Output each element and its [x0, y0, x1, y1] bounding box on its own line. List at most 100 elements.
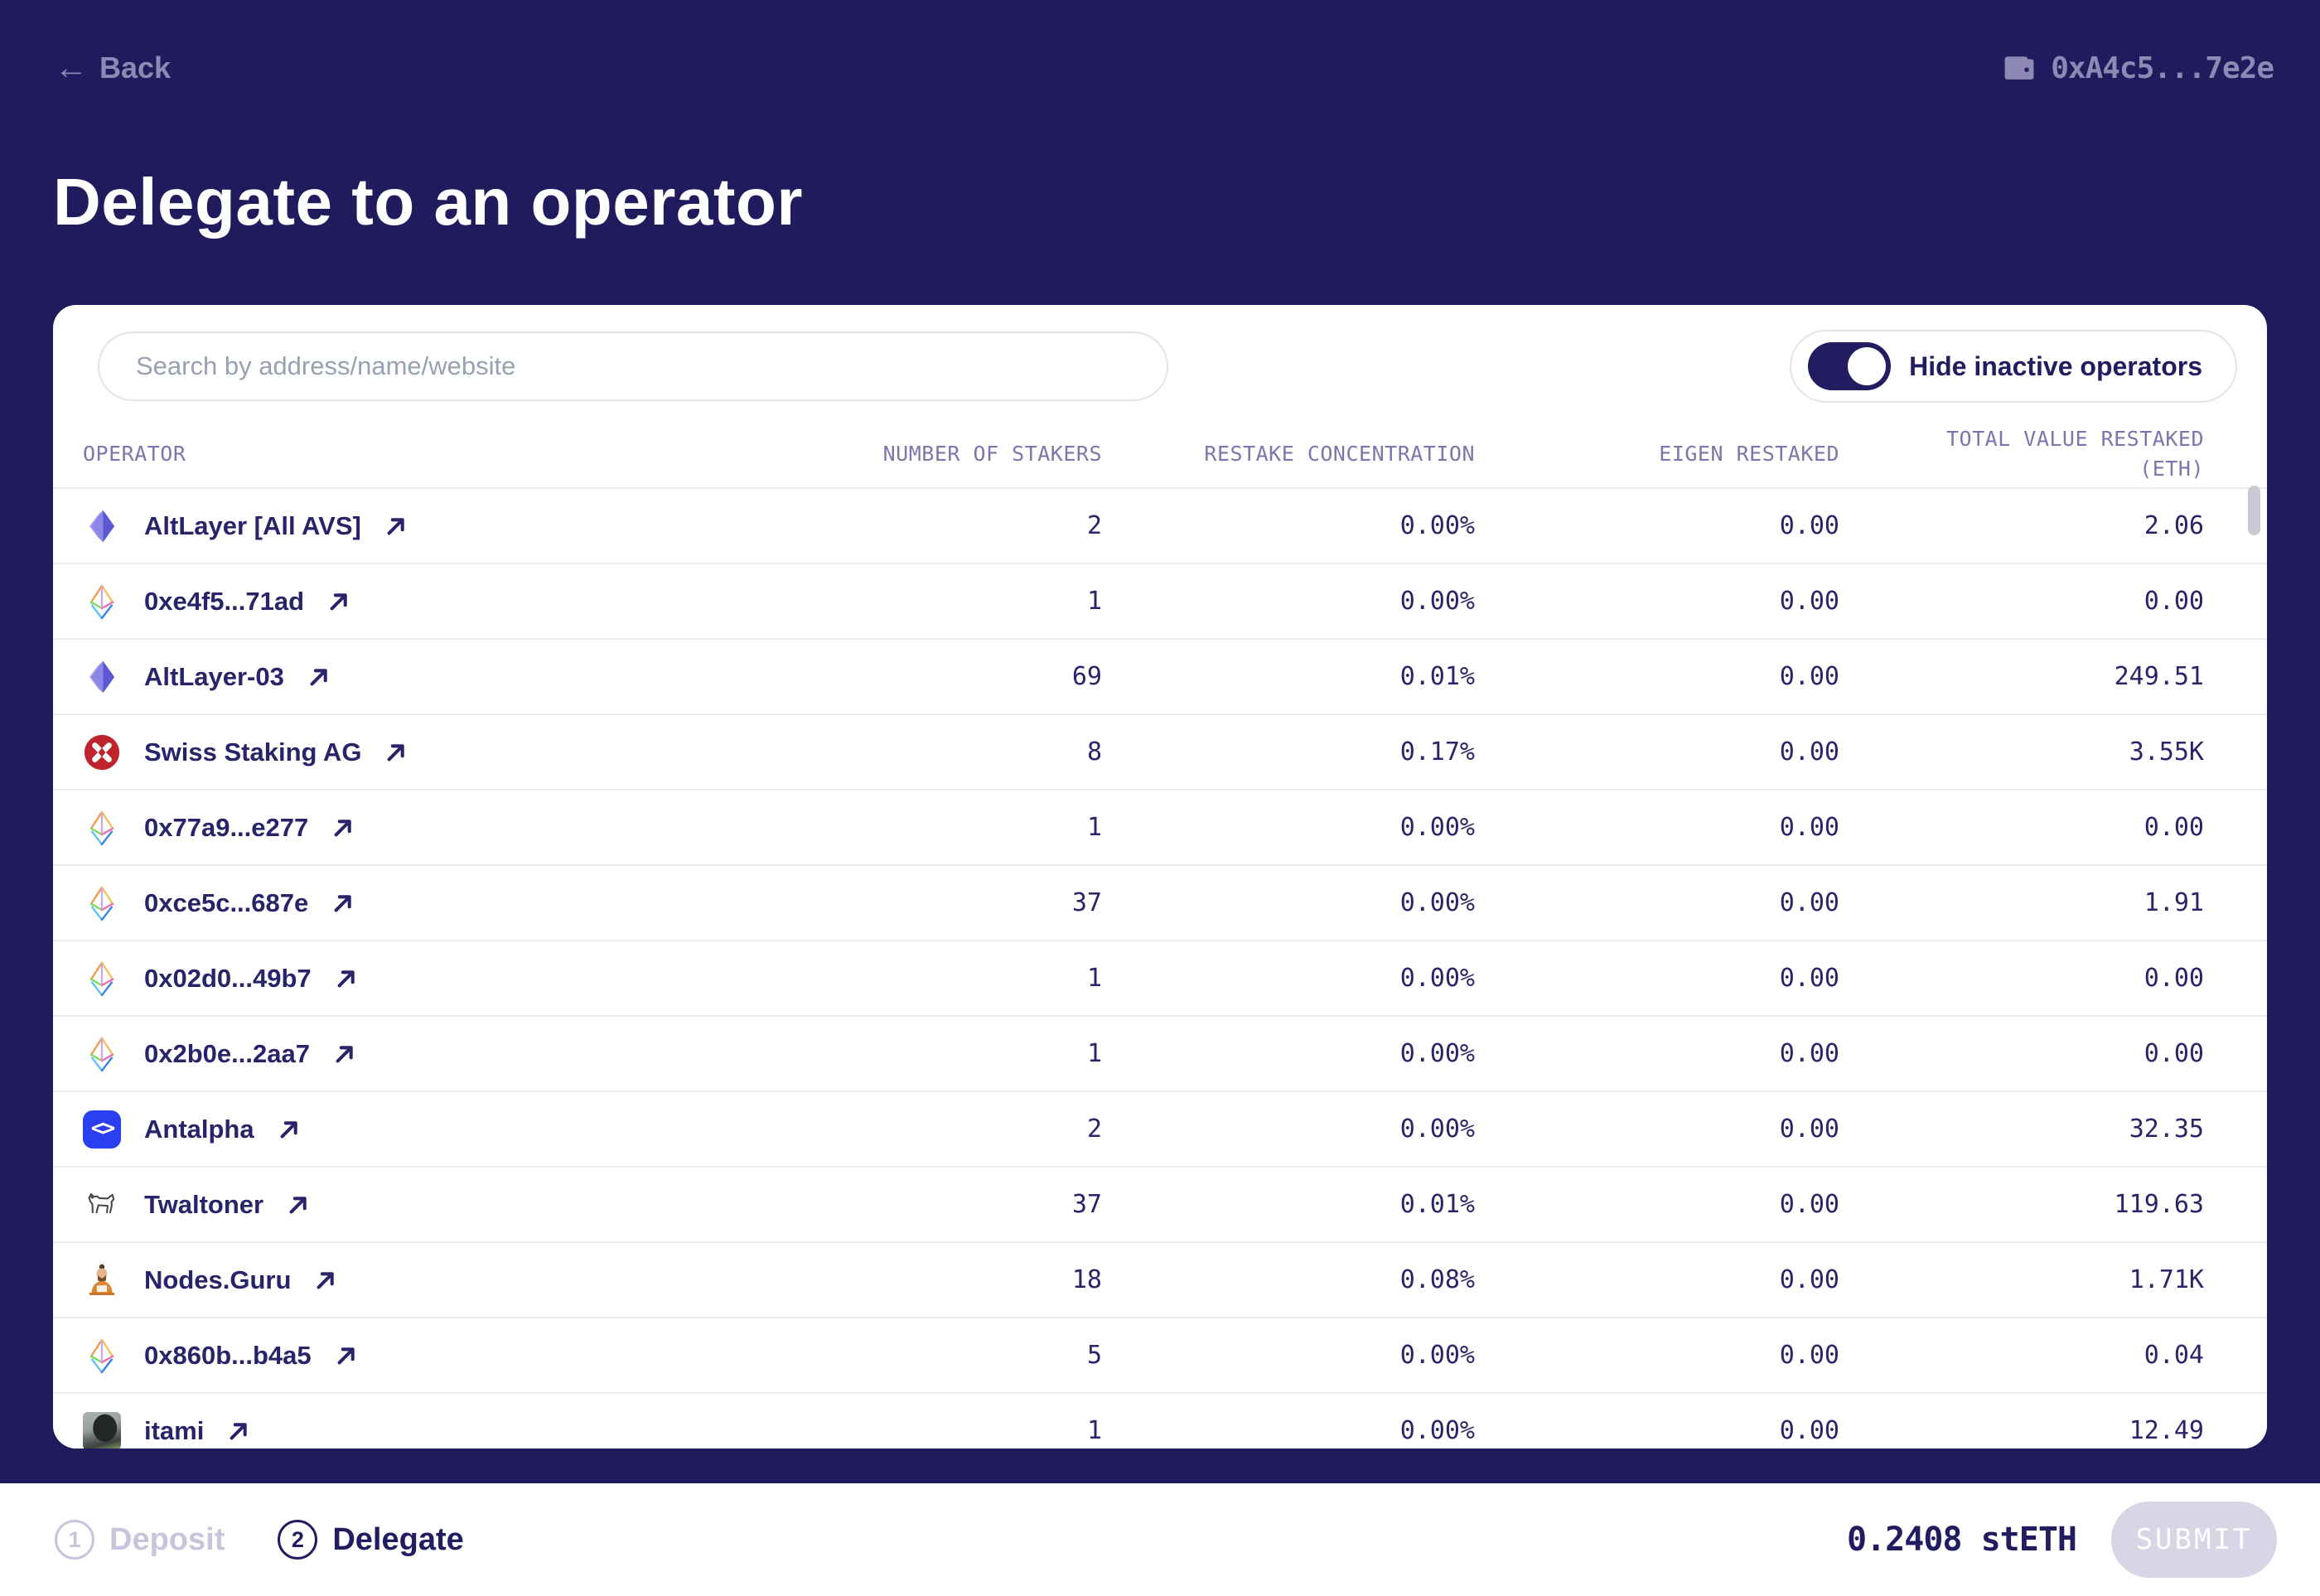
external-link-icon[interactable] — [333, 1042, 356, 1066]
column-header-operator: OPERATOR — [83, 441, 186, 466]
header-divider — [53, 487, 2267, 489]
table-row[interactable]: 0x77a9...e277 1 0.00% 0.00 0.00 — [53, 791, 2267, 866]
swiss-staking-icon — [83, 733, 121, 771]
external-link-icon[interactable] — [287, 1193, 310, 1216]
concentration-value: 0.00% — [1399, 1341, 1475, 1370]
concentration-value: 0.00% — [1399, 511, 1475, 540]
operator-name: 0x02d0...49b7 — [144, 963, 312, 993]
step-deposit-label: Deposit — [109, 1521, 225, 1557]
stakers-value: 37 — [1071, 1190, 1102, 1219]
column-header-eigen: EIGEN RESTAKED — [1659, 441, 1839, 466]
hide-inactive-toggle[interactable]: Hide inactive operators — [1790, 330, 2237, 403]
stakers-value: 18 — [1071, 1265, 1102, 1294]
total-restaked-value: 12.49 — [2129, 1416, 2204, 1445]
external-link-icon[interactable] — [331, 892, 355, 915]
table-row[interactable]: AltLayer-03 69 0.01% 0.00 249.51 — [53, 640, 2267, 715]
external-link-icon[interactable] — [278, 1118, 301, 1141]
external-link-icon[interactable] — [327, 590, 350, 613]
eigen-restaked-value: 0.00 — [1779, 1190, 1839, 1219]
table-row[interactable]: itami 1 0.00% 0.00 12.49 — [53, 1394, 2267, 1448]
concentration-value: 0.01% — [1399, 1190, 1475, 1219]
back-arrow-icon: ← — [55, 50, 88, 86]
scrollbar-thumb[interactable] — [2248, 486, 2260, 535]
eth-diamond-icon — [83, 1035, 121, 1073]
altlayer-icon — [83, 658, 121, 696]
back-label: Back — [99, 51, 172, 85]
external-link-icon[interactable] — [314, 1269, 337, 1292]
operator-name: 0x860b...b4a5 — [144, 1340, 312, 1370]
eigen-restaked-value: 0.00 — [1779, 964, 1839, 993]
concentration-value: 0.00% — [1399, 964, 1475, 993]
step-delegate[interactable]: 2 Delegate — [278, 1520, 464, 1560]
operator-name: AltLayer [All AVS] — [144, 510, 361, 540]
stakers-value: 1 — [1086, 1039, 1102, 1068]
top-bar: ← Back 0xA4c5...7e2e — [55, 43, 2274, 93]
table-row[interactable]: 0x02d0...49b7 1 0.00% 0.00 0.00 — [53, 941, 2267, 1017]
operator-panel: Hide inactive operators OPERATOR NUMBER … — [53, 305, 2267, 1448]
step-indicator: 1 Deposit 2 Delegate — [55, 1483, 464, 1596]
eth-diamond-icon — [83, 960, 121, 998]
operator-name: 0xe4f5...71ad — [144, 586, 305, 616]
eth-diamond-icon — [83, 809, 121, 847]
operator-name: AltLayer-03 — [144, 661, 284, 691]
total-restaked-value: 0.00 — [2144, 813, 2204, 842]
concentration-value: 0.00% — [1399, 587, 1475, 616]
table-row[interactable]: 0x2b0e...2aa7 1 0.00% 0.00 0.00 — [53, 1017, 2267, 1092]
table-row[interactable]: AltLayer [All AVS] 2 0.00% 0.00 2.06 — [53, 489, 2267, 564]
column-header-total: TOTAL VALUE RESTAKED (ETH) — [1945, 426, 2204, 481]
stakers-value: 8 — [1086, 738, 1102, 767]
operator-name: Antalpha — [144, 1114, 254, 1144]
eigen-restaked-value: 0.00 — [1779, 1039, 1839, 1068]
operator-name: 0xce5c...687e — [144, 887, 309, 917]
external-link-icon[interactable] — [335, 1344, 358, 1367]
total-restaked-value: 0.00 — [2144, 587, 2204, 616]
eigen-restaked-value: 0.00 — [1779, 1416, 1839, 1445]
operator-name: itami — [144, 1415, 205, 1445]
stakers-value: 1 — [1086, 813, 1102, 842]
wallet-address: 0xA4c5...7e2e — [2051, 51, 2274, 85]
external-link-icon[interactable] — [227, 1419, 250, 1443]
eigen-restaked-value: 0.00 — [1779, 511, 1839, 540]
step-deposit-number: 1 — [55, 1520, 94, 1560]
table-row[interactable]: 0xe4f5...71ad 1 0.00% 0.00 0.00 — [53, 564, 2267, 640]
operator-name: 0x2b0e...2aa7 — [144, 1038, 310, 1068]
total-restaked-value: 249.51 — [2114, 662, 2204, 691]
total-restaked-value: 32.35 — [2129, 1115, 2204, 1144]
stakers-value: 2 — [1086, 1115, 1102, 1144]
external-link-icon[interactable] — [335, 967, 358, 990]
back-button[interactable]: ← Back — [55, 51, 171, 85]
operator-name: Swiss Staking AG — [144, 737, 362, 767]
total-restaked-value: 0.00 — [2144, 1039, 2204, 1068]
wallet-chip[interactable]: 0xA4c5...7e2e — [2001, 50, 2274, 86]
stakers-value: 5 — [1086, 1341, 1102, 1370]
external-link-icon[interactable] — [331, 816, 355, 839]
eigen-restaked-value: 0.00 — [1779, 813, 1839, 842]
external-link-icon[interactable] — [384, 741, 408, 764]
table-row[interactable]: Twaltoner 37 0.01% 0.00 119.63 — [53, 1168, 2267, 1243]
eigen-restaked-value: 0.00 — [1779, 587, 1839, 616]
table-row[interactable]: 0x860b...b4a5 5 0.00% 0.00 0.04 — [53, 1318, 2267, 1394]
step-deposit[interactable]: 1 Deposit — [55, 1520, 225, 1560]
table-row[interactable]: <> Antalpha 2 0.00% 0.00 32.35 — [53, 1092, 2267, 1168]
stake-amount: 0.2408 stETH — [1847, 1521, 2077, 1559]
dog-icon — [83, 1186, 121, 1224]
total-restaked-value: 0.04 — [2144, 1341, 2204, 1370]
external-link-icon[interactable] — [384, 515, 408, 538]
total-restaked-value: 1.71K — [2129, 1265, 2204, 1294]
column-header-stakers: NUMBER OF STAKERS — [882, 441, 1102, 466]
step-delegate-label: Delegate — [332, 1521, 464, 1557]
table-row[interactable]: Nodes.Guru 18 0.08% 0.00 1.71K — [53, 1243, 2267, 1318]
concentration-value: 0.08% — [1399, 1265, 1475, 1294]
stakers-value: 37 — [1071, 888, 1102, 917]
altlayer-icon — [83, 507, 121, 545]
antalpha-icon: <> — [83, 1110, 121, 1149]
table-row[interactable]: Swiss Staking AG 8 0.17% 0.00 3.55K — [53, 715, 2267, 791]
search-input[interactable] — [98, 331, 1168, 401]
toggle-switch[interactable] — [1808, 342, 1892, 390]
table-row[interactable]: 0xce5c...687e 37 0.00% 0.00 1.91 — [53, 866, 2267, 941]
concentration-value: 0.01% — [1399, 662, 1475, 691]
eigen-restaked-value: 0.00 — [1779, 662, 1839, 691]
submit-button[interactable]: SUBMIT — [2111, 1502, 2277, 1578]
external-link-icon[interactable] — [307, 665, 331, 689]
eigen-restaked-value: 0.00 — [1779, 738, 1839, 767]
